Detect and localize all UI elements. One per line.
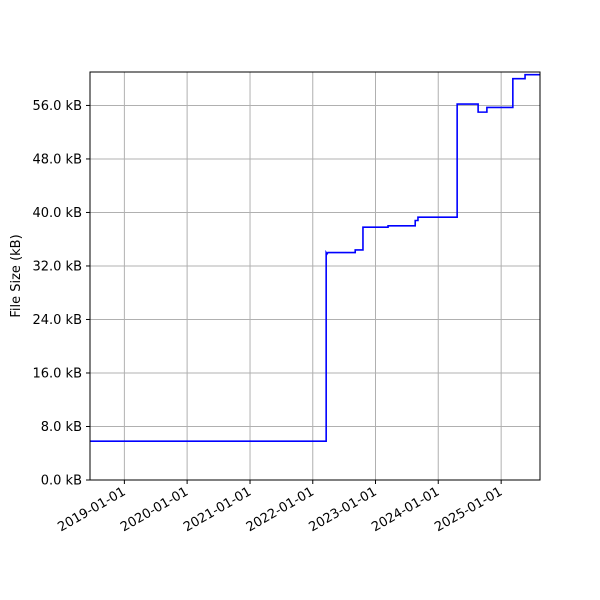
y-axis-ticks: 0.0 kB 8.0 kB 16.0 kB 24.0 kB 32.0 kB 40.0 kB… [32,99,90,489]
grid-lines [90,72,540,481]
y-tick-label: 16.0 kB [32,366,82,381]
data-series [90,73,540,443]
y-axis-label: File Size (kB) [9,234,24,317]
series-line [90,73,540,443]
y-tick-label: 8.0 kB [41,420,82,435]
y-tick-label: 56.0 kB [32,99,82,114]
y-tick-label: 32.0 kB [32,259,82,274]
plot-frame [89,71,541,481]
y-tick-label: 40.0 kB [32,206,82,221]
y-tick-label: 24.0 kB [32,313,82,328]
y-tick-label: 48.0 kB [32,152,82,167]
y-tick-label: 0.0 kB [41,474,82,489]
